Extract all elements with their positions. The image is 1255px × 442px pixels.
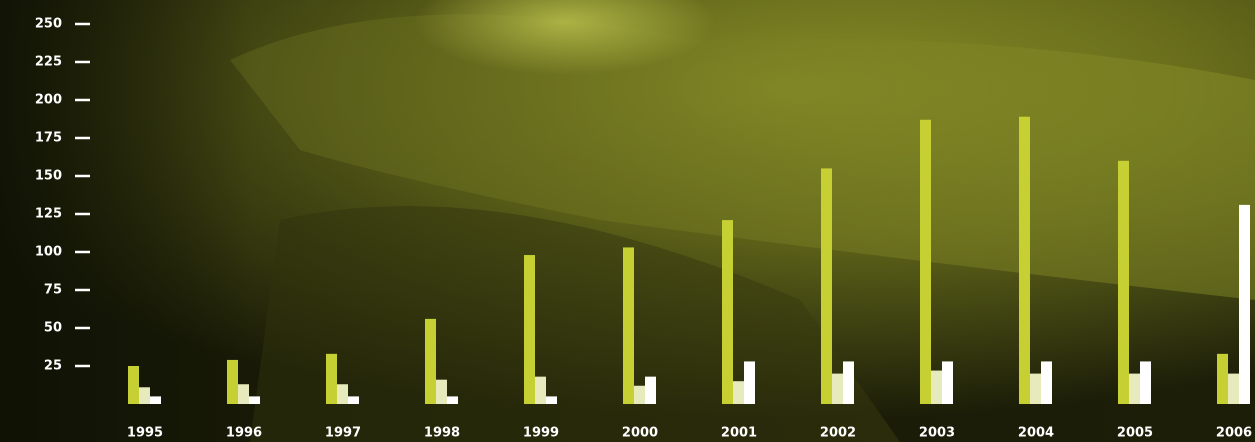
y-tick-label: 175 [35, 131, 62, 146]
bar [524, 255, 535, 404]
bar [1217, 353, 1228, 404]
bar [1129, 373, 1140, 404]
x-tick-label: 1999 [523, 426, 559, 441]
bar [920, 119, 931, 404]
x-tick-label: 2002 [820, 426, 856, 441]
bar [128, 366, 139, 404]
y-tick-label: 150 [35, 169, 62, 184]
y-tick-label: 100 [35, 245, 62, 260]
bar [1228, 373, 1239, 404]
bar [425, 318, 436, 404]
bar [733, 381, 744, 404]
bar [337, 384, 348, 404]
bar [150, 396, 161, 404]
bar [546, 396, 557, 404]
bar [821, 168, 832, 404]
bar [722, 220, 733, 404]
x-tick-label: 1995 [127, 426, 163, 441]
bar [634, 385, 645, 404]
bar [942, 361, 953, 404]
x-tick-label: 2000 [622, 426, 658, 441]
bar [249, 396, 260, 404]
bar [535, 376, 546, 404]
bar [447, 396, 458, 404]
bar [1019, 116, 1030, 404]
x-tick-label: 2004 [1018, 426, 1054, 441]
x-tick-label: 2005 [1117, 426, 1153, 441]
bar [832, 373, 843, 404]
bar [227, 359, 238, 404]
y-tick-label: 125 [35, 207, 62, 222]
y-tick-label: 225 [35, 55, 62, 70]
bar [348, 396, 359, 404]
y-tick-label: 250 [35, 17, 62, 32]
bar [1239, 204, 1250, 404]
bar [645, 376, 656, 404]
bar [139, 387, 150, 404]
y-tick-label: 25 [44, 359, 62, 374]
x-tick-label: 2001 [721, 426, 757, 441]
bar [843, 361, 854, 404]
bar [1140, 361, 1151, 404]
bar [1118, 160, 1129, 404]
x-tick-label: 1996 [226, 426, 262, 441]
bar [238, 384, 249, 404]
y-tick-label: 50 [44, 321, 62, 336]
bar [931, 370, 942, 404]
bar [623, 247, 634, 404]
bar [744, 361, 755, 404]
x-tick-label: 2003 [919, 426, 955, 441]
y-tick-label: 200 [35, 93, 62, 108]
bar [326, 353, 337, 404]
y-tick-label: 75 [44, 283, 62, 298]
x-tick-label: 2006 [1216, 426, 1252, 441]
x-tick-label: 1997 [325, 426, 361, 441]
bar [1041, 361, 1052, 404]
x-tick-label: 1998 [424, 426, 460, 441]
bar [1030, 373, 1041, 404]
bar [436, 379, 447, 404]
